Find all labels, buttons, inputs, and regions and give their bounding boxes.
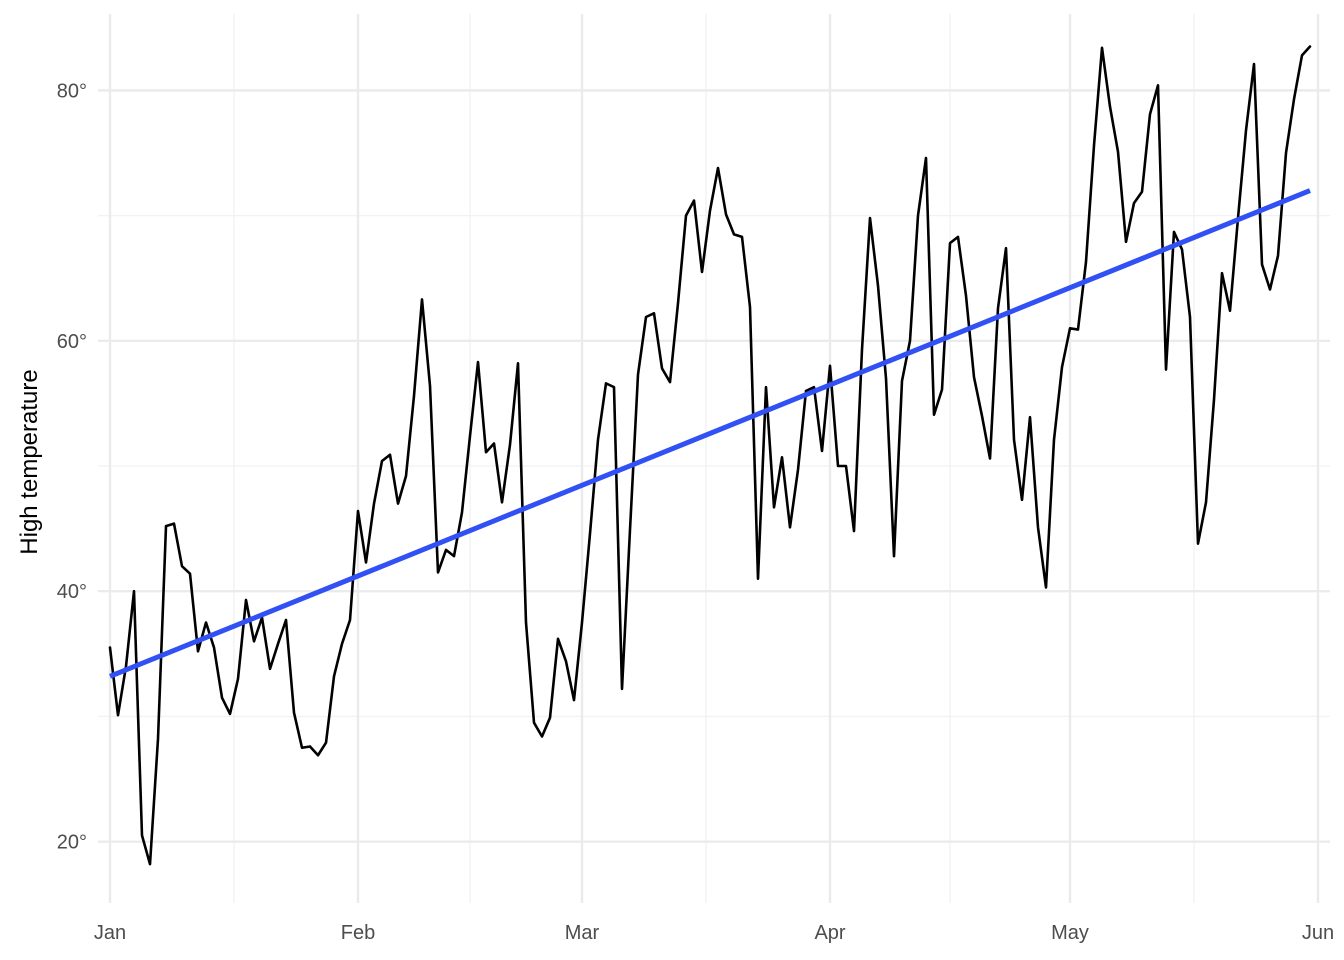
x-tick-label: Feb — [341, 922, 375, 944]
y-tick-label: 80° — [57, 80, 87, 102]
trend-line — [109, 188, 1311, 679]
major-gridlines — [98, 14, 1330, 903]
y-tick-label: 40° — [57, 581, 87, 603]
y-tick-label: 20° — [57, 832, 87, 854]
x-tick-label: Jan — [94, 922, 126, 944]
x-tick-label: Jun — [1302, 922, 1334, 944]
x-tick-label: Mar — [565, 922, 600, 944]
y-tick-labels: 20° 40° 60° 80° — [57, 80, 87, 853]
temperature-line — [108, 45, 1312, 866]
minor-gridlines — [98, 14, 1330, 903]
x-tick-label: May — [1051, 922, 1089, 944]
y-tick-label: 60° — [57, 331, 87, 353]
y-axis-title: High temperature — [16, 369, 43, 554]
x-tick-labels: Jan Feb Mar Apr May Jun — [94, 922, 1334, 944]
x-tick-label: Apr — [814, 922, 845, 944]
data-series — [108, 45, 1312, 866]
